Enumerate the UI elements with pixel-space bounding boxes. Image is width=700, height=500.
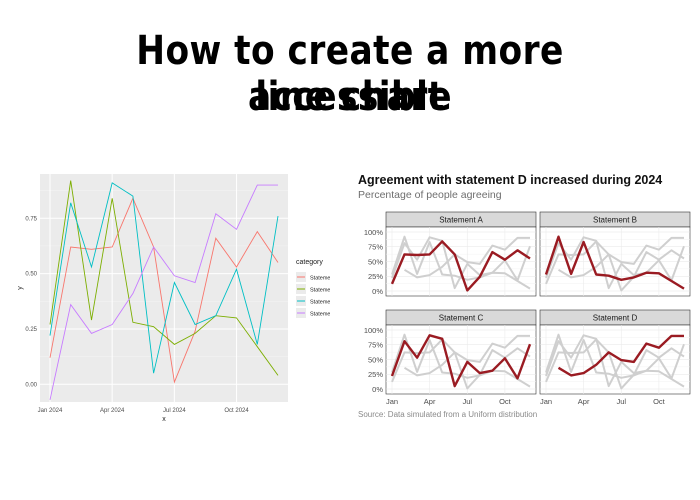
y-axis-label: y <box>17 286 24 290</box>
headline-line-1: How to create a more accessible <box>136 28 564 120</box>
context-series-line <box>545 338 685 390</box>
x-tick-label: Jul <box>616 397 626 406</box>
facet-label: Statement D <box>593 314 638 323</box>
context-series-line <box>403 334 530 377</box>
x-tick-label: Jan <box>540 397 552 406</box>
left-line-chart: 0.00 0.25 0.50 0.75 Jan 2024 Apr 2024 Jul 2024… <box>17 174 330 423</box>
right-chart-caption: Source: Data simulated from a Uniform di… <box>358 410 537 419</box>
x-tick-label: Jan <box>386 397 398 406</box>
x-tick-label: Jul <box>462 397 472 406</box>
series-line <box>49 182 279 374</box>
x-tick-label: Jan 2024 <box>38 408 63 414</box>
y-tick-label: 0% <box>372 287 383 296</box>
facet-label: Statement B <box>593 216 637 225</box>
legend-label: Statement C <box>310 300 330 306</box>
legend-title: category <box>296 259 323 266</box>
facet-label: Statement A <box>439 216 483 225</box>
highlight-series-line <box>390 334 532 388</box>
y-tick-label: 25% <box>368 272 383 281</box>
context-series-line <box>391 338 531 390</box>
legend-label: Statement A <box>310 276 330 282</box>
right-chart-title: Agreement with statement D increased dur… <box>358 173 662 187</box>
headline-line-2: line chart <box>255 74 445 120</box>
x-axis-label: x <box>162 416 166 423</box>
series-line <box>49 197 279 384</box>
y-tick-label: 100% <box>364 228 384 237</box>
legend-label: Statement D <box>310 312 330 318</box>
plot-panel <box>40 174 288 402</box>
y-tick-label: 100% <box>364 326 384 335</box>
x-tick-label: Oct 2024 <box>224 408 249 414</box>
x-tick-label: Oct <box>653 397 666 406</box>
x-tick-label: Apr <box>424 397 436 406</box>
y-tick-label: 50% <box>368 355 383 364</box>
highlight-series-line <box>390 240 531 292</box>
highlight-series-line <box>557 334 684 377</box>
series-line <box>49 180 279 376</box>
legend-label: Statement B <box>310 288 330 294</box>
right-chart-subtitle: Percentage of people agreeing <box>358 189 502 201</box>
y-tick-label: 0.75 <box>25 216 37 222</box>
y-tick-label: 25% <box>368 370 383 379</box>
highlight-series-line <box>544 235 685 290</box>
y-tick-label: 50% <box>368 257 383 266</box>
context-series-line <box>403 236 530 279</box>
context-series-line <box>545 334 685 388</box>
x-tick-label: Jul 2024 <box>163 408 186 414</box>
x-tick-label: Apr <box>578 397 590 406</box>
x-tick-label: Oct <box>499 397 512 406</box>
y-tick-label: 0.25 <box>25 327 37 333</box>
y-tick-label: 75% <box>368 243 383 252</box>
context-series-line <box>545 236 685 290</box>
y-tick-label: 0.50 <box>25 272 37 278</box>
context-series-line <box>557 236 684 279</box>
y-tick-label: 0.00 <box>25 382 37 388</box>
y-tick-label: 0% <box>372 385 383 394</box>
right-faceted-chart: Agreement with statement D increased dur… <box>358 173 691 419</box>
facet-label: Statement C <box>439 314 484 323</box>
x-tick-label: Apr 2024 <box>100 408 125 414</box>
y-tick-label: 75% <box>368 341 383 350</box>
series-line <box>49 184 278 400</box>
context-series-line <box>545 240 685 292</box>
